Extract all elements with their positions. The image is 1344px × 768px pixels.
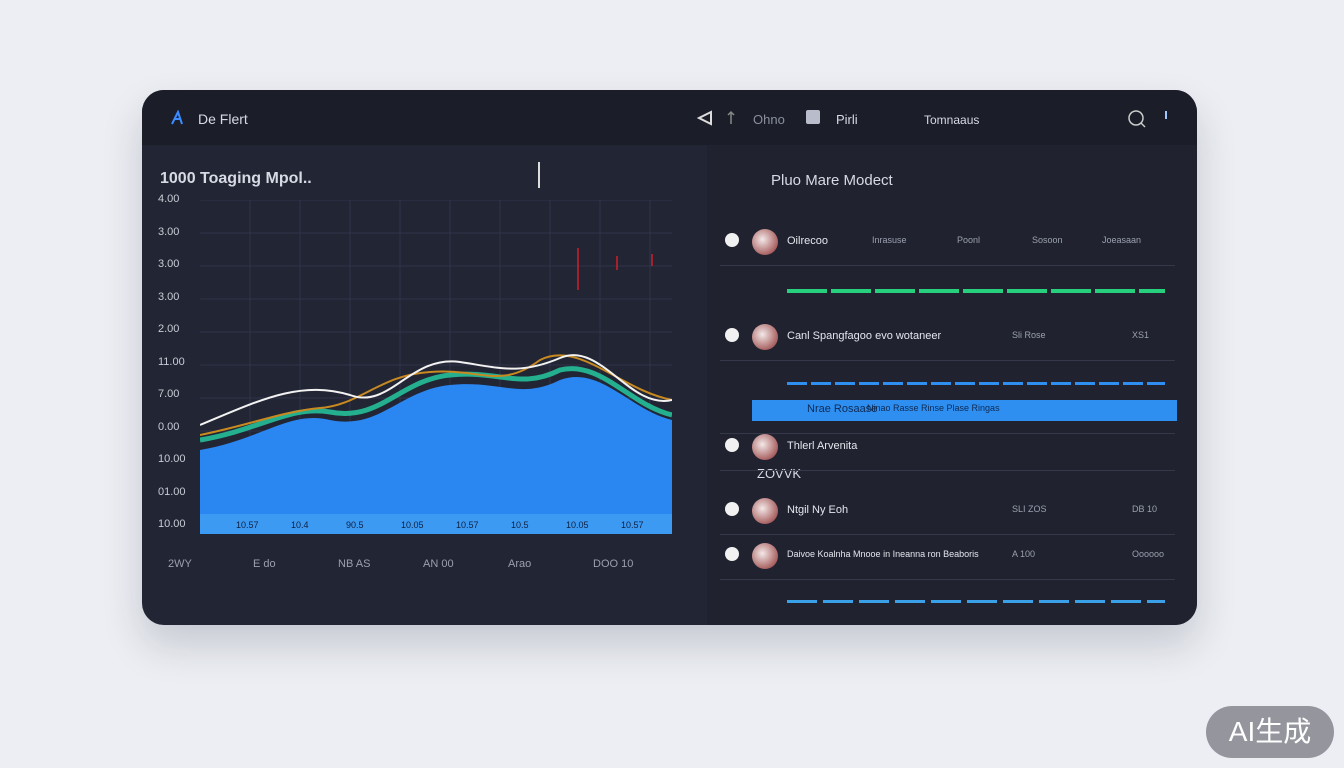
dashboard-card: De Flert Ohno Pirli Tomnaaus 1000 Toagin… bbox=[142, 90, 1197, 625]
progress-bar bbox=[787, 600, 1165, 603]
row-dot bbox=[725, 502, 739, 516]
row-cell: Ntgil Ny Eoh bbox=[787, 504, 849, 516]
row-divider bbox=[720, 534, 1175, 535]
row-divider bbox=[720, 470, 1175, 471]
inner-label: 10.5 bbox=[511, 520, 529, 530]
y-label: 0.00 bbox=[158, 420, 180, 433]
inner-labels: 10.57 10.4 90.5 10.05 10.57 10.5 10.05 10.57 bbox=[236, 520, 644, 530]
band bbox=[200, 514, 672, 534]
x-label: E do bbox=[253, 558, 276, 570]
row-cell: Poonl bbox=[957, 235, 981, 245]
row-cell: Oooooo bbox=[1132, 549, 1165, 559]
row-cell: Oilrecoo bbox=[787, 235, 828, 247]
cursor bbox=[538, 162, 540, 188]
inner-label: 10.57 bbox=[456, 520, 479, 530]
nav-item[interactable]: Ohno bbox=[753, 112, 785, 127]
row-cell: XS1 bbox=[1132, 330, 1150, 340]
chart-title: 1000 Toaging Mpol.. bbox=[160, 170, 312, 187]
y-label: 10.00 bbox=[158, 453, 186, 465]
inner-label: 10.57 bbox=[621, 520, 644, 530]
nav-item[interactable]: Pirli bbox=[836, 112, 858, 127]
nav-icon bbox=[806, 110, 820, 124]
y-label: 4.00 bbox=[158, 193, 180, 205]
row-cell: Daivoe Koalnha Mnooe in Ineanna ron Beab… bbox=[787, 549, 979, 559]
panel-title: Pluo Mare Modect bbox=[771, 172, 893, 189]
selected-row[interactable] bbox=[752, 400, 1177, 421]
row-divider bbox=[720, 265, 1175, 266]
avatar bbox=[752, 229, 778, 255]
brand: De Flert bbox=[198, 111, 248, 127]
progress-bar bbox=[787, 382, 1165, 385]
y-label: 3.00 bbox=[158, 258, 180, 270]
avatar bbox=[752, 498, 778, 524]
inner-label: 10.57 bbox=[236, 520, 259, 530]
series-line bbox=[200, 354, 672, 436]
y-label: 3.00 bbox=[158, 290, 180, 303]
row-dot bbox=[725, 233, 739, 247]
nav-icons bbox=[697, 110, 735, 126]
x-label: AN 00 bbox=[423, 558, 454, 570]
x-label: NB AS bbox=[338, 558, 371, 570]
y-label: 01.00 bbox=[158, 485, 186, 498]
row-divider bbox=[720, 579, 1175, 580]
row-cell: ZOVVK bbox=[757, 466, 802, 481]
chart-plot: 10.57 10.4 90.5 10.05 10.57 10.5 10.05 10.57 bbox=[200, 200, 672, 534]
x-label: 2WY bbox=[168, 558, 192, 570]
header-icons[interactable] bbox=[1127, 109, 1167, 129]
row-cell: Ninao Rasse Rinse Plase Ringas bbox=[867, 403, 1000, 413]
y-label: 10.00 bbox=[158, 518, 186, 530]
row-cell: Joeasaan bbox=[1102, 235, 1142, 245]
inner-label: 10.4 bbox=[291, 520, 309, 530]
inner-label: 90.5 bbox=[346, 520, 364, 530]
spikes bbox=[577, 248, 653, 290]
row-dot bbox=[725, 547, 739, 561]
progress-bar bbox=[787, 289, 1165, 293]
y-label: 3.00 bbox=[158, 225, 180, 238]
logo bbox=[171, 110, 183, 125]
row-cell: Nrae Rosaase bbox=[807, 403, 878, 415]
series-line bbox=[200, 354, 672, 426]
row-divider bbox=[720, 360, 1175, 361]
series-line bbox=[200, 366, 672, 443]
row-cell: Sosoon bbox=[1032, 235, 1063, 245]
row-cell: DB 10 bbox=[1132, 504, 1158, 514]
inner-label: 10.05 bbox=[566, 520, 589, 530]
side-panel bbox=[707, 145, 1197, 625]
nav-item[interactable]: Tomnaaus bbox=[924, 113, 980, 127]
row-dot bbox=[725, 438, 739, 452]
row-cell: Sli Rose bbox=[1012, 330, 1046, 340]
area bbox=[200, 376, 672, 534]
row-cell: Inrasuse bbox=[872, 235, 907, 245]
avatar bbox=[752, 324, 778, 350]
row-cell: Canl Spangfagoo evo wotaneer bbox=[787, 330, 942, 342]
row-cell: SLI ZOS bbox=[1012, 504, 1047, 514]
inner-label: 10.05 bbox=[401, 520, 424, 530]
row-dot bbox=[725, 328, 739, 342]
x-label: DOO 10 bbox=[593, 558, 634, 570]
row-cell: A 100 bbox=[1012, 549, 1036, 559]
y-label: 7.00 bbox=[158, 388, 180, 400]
y-label: 2.00 bbox=[158, 323, 180, 335]
watermark-badge: AI生成 bbox=[1206, 706, 1334, 758]
row-divider bbox=[720, 433, 1175, 434]
avatar bbox=[752, 434, 778, 460]
x-label: Arao bbox=[508, 558, 532, 570]
header: De Flert Ohno Pirli Tomnaaus bbox=[142, 90, 1197, 145]
row-cell: Thlerl Arvenita bbox=[787, 440, 858, 452]
y-label: 11.00 bbox=[158, 355, 185, 368]
avatar bbox=[752, 543, 778, 569]
